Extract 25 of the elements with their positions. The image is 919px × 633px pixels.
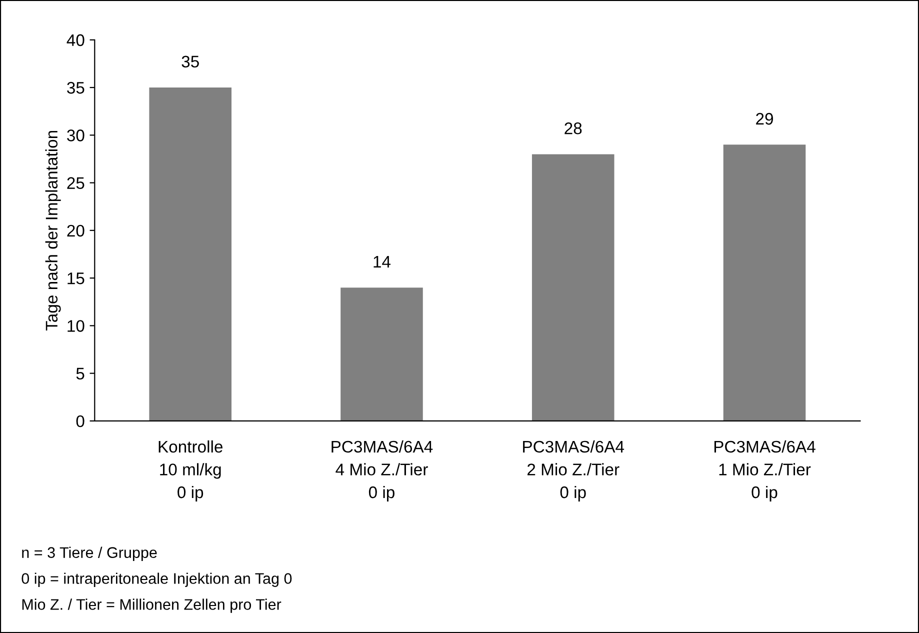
y-tick-label: 30 — [67, 130, 84, 142]
bar — [532, 154, 614, 421]
data-label: 14 — [374, 256, 391, 268]
y-tick-label: 15 — [68, 272, 84, 284]
x-tick-label: PC3MAS/6A4 4 Mio Z./Tier 0 ip — [332, 440, 433, 502]
y-axis-title: Tage nach der Implantation — [45, 130, 61, 331]
x-tick-label: PC3MAS/6A4 1 Mio Z./Tier 0 ip — [714, 440, 816, 502]
data-label: 29 — [756, 112, 773, 125]
y-tick-label: 0 — [76, 415, 84, 428]
data-label: 35 — [182, 56, 199, 68]
bar — [340, 288, 423, 421]
data-label: 28 — [564, 122, 582, 134]
bar — [723, 144, 806, 421]
text: 0 ip = intraperitoneale Injektion an Tag 0 — [22, 572, 292, 587]
y-tick-label: 25 — [67, 177, 84, 189]
x-tick-label: Kontrolle 10 ml/kg 0 ip — [158, 440, 222, 502]
y-tick-label: 40 — [66, 34, 84, 46]
text: n = 3 Tiere / Gruppe — [22, 546, 157, 561]
y-tick-label: 10 — [68, 320, 84, 332]
y-tick-label: 5 — [76, 368, 84, 380]
y-tick-label: 20 — [67, 224, 84, 237]
x-tick-label: PC3MAS/6A4 2 Mio Z./Tier 0 ip — [523, 440, 624, 502]
bar — [149, 88, 232, 421]
y-tick-label: 35 — [67, 82, 84, 94]
text: Mio Z. / Tier = Millionen Zellen pro Tier — [22, 598, 282, 613]
